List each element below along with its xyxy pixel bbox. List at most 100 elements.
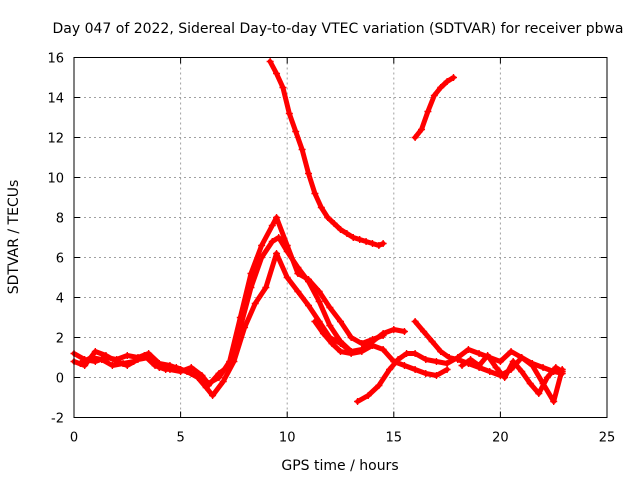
data-point-marker: [501, 374, 509, 381]
data-point-marker: [539, 364, 547, 371]
data-point-marker: [379, 346, 387, 353]
data-point-marker: [364, 392, 372, 399]
data-point-marker: [437, 348, 445, 355]
data-point-marker: [183, 368, 191, 375]
data-point-marker: [294, 270, 302, 277]
data-point-marker: [162, 366, 170, 373]
data-point-marker: [449, 74, 457, 81]
data-point-marker: [330, 220, 338, 227]
data-point-marker: [305, 302, 313, 309]
data-point-marker: [411, 134, 419, 141]
data-point-marker: [492, 364, 500, 371]
data-point-marker: [202, 384, 210, 391]
data-point-marker: [509, 358, 517, 365]
ticks-layer: [73, 57, 608, 418]
series-layer: [70, 58, 566, 405]
data-point-marker: [268, 238, 276, 245]
data-point-marker: [298, 146, 306, 153]
data-point-marker: [292, 128, 300, 135]
data-point-marker: [130, 358, 138, 365]
data-point-marker: [268, 222, 276, 229]
data-point-marker: [368, 336, 376, 343]
data-point-marker: [283, 242, 291, 249]
data-point-marker: [87, 354, 95, 361]
data-point-marker: [430, 92, 438, 99]
data-point-marker: [319, 330, 327, 337]
y-tick-label: 14: [47, 92, 64, 107]
y-tick-label: 2: [56, 332, 64, 347]
data-point-marker: [379, 332, 387, 339]
data-point-marker: [247, 270, 255, 277]
data-point-marker: [98, 356, 106, 363]
data-point-marker: [187, 364, 195, 371]
data-point-marker: [349, 234, 357, 241]
data-point-marker: [108, 362, 116, 369]
data-point-marker: [422, 370, 430, 377]
data-point-marker: [432, 358, 440, 365]
data-point-marker: [102, 352, 110, 359]
data-point-marker: [358, 348, 366, 355]
series-trace-e: [411, 74, 457, 141]
data-point-marker: [437, 84, 445, 91]
series-trace-d: [266, 58, 387, 249]
data-point-marker: [467, 356, 475, 363]
data-point-marker: [484, 352, 492, 359]
data-point-marker: [552, 364, 560, 371]
data-point-marker: [368, 240, 376, 247]
data-point-marker: [443, 366, 451, 373]
data-point-marker: [422, 356, 430, 363]
y-tick-label: 6: [56, 252, 64, 267]
data-point-marker: [343, 230, 351, 237]
y-axis-label: SDTVAR / TECUs: [6, 180, 22, 295]
data-point-marker: [403, 350, 411, 357]
data-point-marker: [76, 360, 84, 367]
data-point-marker: [285, 110, 293, 117]
data-point-marker: [356, 236, 364, 243]
series-trace-b: [70, 214, 387, 387]
x-tick-labels: 0 5 10 15 20 25: [70, 431, 615, 446]
data-point-marker: [119, 360, 127, 367]
x-tick-label: 15: [386, 431, 403, 446]
data-point-marker: [251, 300, 259, 307]
chart-title: Day 047 of 2022, Sidereal Day-to-day VTE…: [52, 21, 623, 37]
data-point-marker: [315, 298, 323, 305]
data-point-marker: [194, 374, 202, 381]
data-point-marker: [317, 204, 325, 211]
data-point-marker: [443, 360, 451, 367]
data-point-marker: [418, 126, 426, 133]
data-point-marker: [305, 276, 313, 283]
data-point-marker: [311, 190, 319, 197]
data-point-marker: [424, 108, 432, 115]
data-point-marker: [443, 78, 451, 85]
data-point-marker: [432, 372, 440, 379]
data-point-marker: [123, 352, 131, 359]
data-point-marker: [283, 274, 291, 281]
data-point-marker: [311, 318, 319, 325]
x-tick-label: 5: [176, 431, 184, 446]
data-point-marker: [518, 354, 526, 361]
series-line: [412, 319, 565, 404]
data-point-marker: [375, 242, 383, 249]
data-point-marker: [475, 362, 483, 369]
data-point-marker: [275, 234, 283, 241]
plot-frame: [73, 57, 608, 418]
data-point-marker: [273, 250, 281, 257]
data-point-marker: [326, 322, 334, 329]
data-point-marker: [328, 340, 336, 347]
data-point-marker: [386, 366, 394, 373]
data-point-marker: [535, 390, 543, 397]
x-axis-label: GPS time / hours: [281, 458, 398, 474]
series-trace-i: [458, 352, 566, 397]
y-tick-labels: -2 0 2 4 6 8 10 12 14 16: [47, 52, 64, 427]
data-point-marker: [241, 324, 249, 331]
data-point-marker: [151, 362, 159, 369]
data-point-marker: [526, 380, 534, 387]
data-point-marker: [394, 356, 402, 363]
data-point-marker: [400, 328, 408, 335]
data-point-marker: [475, 350, 483, 357]
data-point-marker: [507, 348, 515, 355]
data-point-marker: [324, 214, 332, 221]
data-point-marker: [279, 84, 287, 91]
data-point-marker: [337, 226, 344, 233]
